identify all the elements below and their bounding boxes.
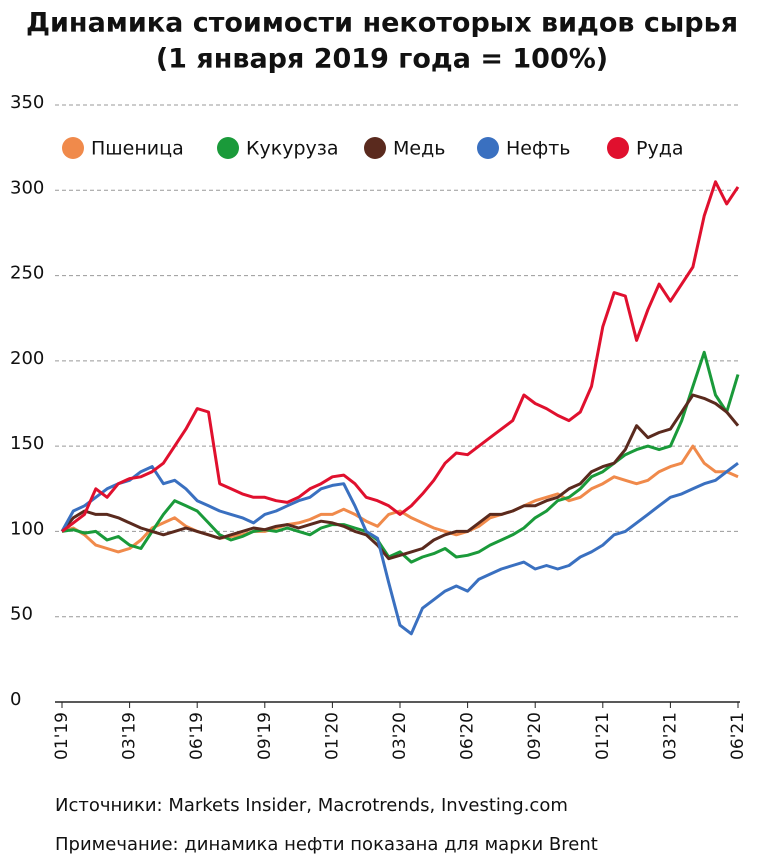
x-tick-label: 03'21 bbox=[660, 712, 680, 760]
y-tick-label: 350 bbox=[10, 92, 44, 113]
legend-label: Медь bbox=[393, 138, 445, 160]
legend-marker bbox=[607, 137, 629, 159]
legend-label: Нефть bbox=[506, 138, 571, 160]
line-series bbox=[61, 350, 740, 564]
note: Примечание: динамика нефти показана для … bbox=[55, 834, 598, 855]
y-tick-label: 200 bbox=[10, 348, 44, 369]
line-series bbox=[61, 444, 739, 554]
x-tick-label: 01'21 bbox=[593, 712, 613, 760]
legend-label: Руда bbox=[636, 138, 683, 160]
x-tick-label: 09'20 bbox=[525, 712, 545, 760]
legend-marker bbox=[62, 137, 84, 159]
chart-title: Динамика стоимости некоторых видов сырья bbox=[26, 8, 738, 39]
x-tick-label: 06'21 bbox=[728, 712, 748, 760]
legend-label: Пшеница bbox=[91, 138, 184, 160]
source: Источники: Markets Insider, Macrotrends,… bbox=[55, 795, 568, 816]
x-tick-label: 06'20 bbox=[458, 712, 478, 760]
y-tick-label: 100 bbox=[10, 518, 44, 539]
line-series bbox=[61, 180, 740, 533]
x-tick-label: 09'19 bbox=[255, 712, 275, 760]
y-tick-label: 150 bbox=[10, 433, 44, 454]
legend-marker bbox=[364, 137, 386, 159]
x-tick-label: 01'19 bbox=[52, 712, 72, 760]
line-series bbox=[60, 393, 740, 561]
y-tick-label: 50 bbox=[10, 604, 33, 625]
legend-label: Кукуруза bbox=[246, 138, 339, 160]
x-tick-label: 01'20 bbox=[322, 712, 342, 760]
x-tick-label: 06'19 bbox=[187, 712, 207, 760]
legend-marker bbox=[477, 137, 499, 159]
chart-subtitle: (1 января 2019 года = 100%) bbox=[156, 44, 608, 75]
legend-marker bbox=[217, 137, 239, 159]
line-series bbox=[60, 462, 739, 636]
x-tick-label: 03'20 bbox=[390, 712, 410, 760]
y-tick-label: 0 bbox=[10, 689, 21, 710]
y-tick-label: 250 bbox=[10, 263, 44, 284]
x-tick-label: 03'19 bbox=[120, 712, 140, 760]
y-tick-label: 300 bbox=[10, 177, 44, 198]
